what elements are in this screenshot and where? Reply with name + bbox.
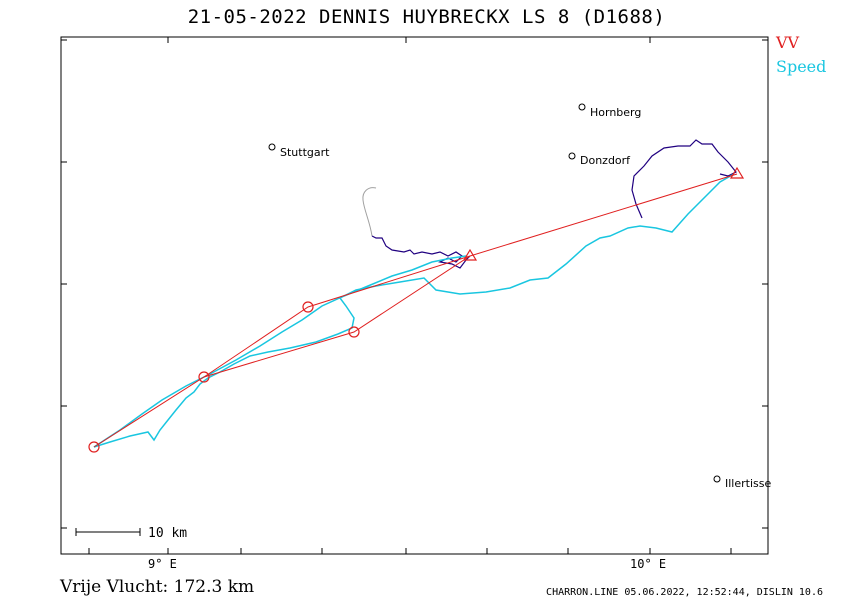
speed-track <box>93 173 735 448</box>
turnpoint-marker-icon <box>88 441 100 453</box>
city-hornberg: Hornberg <box>578 103 641 119</box>
city-label: Stuttgart <box>280 146 330 159</box>
city-label: Illertisse <box>725 477 771 490</box>
gps-track-gray <box>362 187 377 237</box>
y-axis-ticks <box>61 39 768 529</box>
climb-track-east <box>631 139 737 219</box>
turnpoint-marker-icon <box>302 301 314 313</box>
turnpoint-marker-icon <box>348 326 360 338</box>
turnpoints <box>88 166 745 453</box>
city-marker-icon <box>568 152 576 160</box>
city-marker-icon <box>268 143 276 151</box>
legend-vv: VV <box>776 33 800 52</box>
task-route <box>93 173 738 448</box>
city-illertissen: Illertisse <box>713 475 771 490</box>
scale-bar <box>75 528 141 536</box>
city-stuttgart: Stuttgart <box>268 143 330 159</box>
x-tick-label-10e: 10° E <box>630 557 666 571</box>
map-title: 21-05-2022 DENNIS HUYBRECKX LS 8 (D1688) <box>187 6 666 28</box>
footer-info: CHARRON.LINE 05.06.2022, 12:52:44, DISLI… <box>546 587 823 598</box>
city-label: Donzdorf <box>580 154 631 167</box>
legend-speed: Speed <box>776 57 827 76</box>
turnpoint-marker-icon <box>198 371 210 383</box>
finish-triangle-icon <box>729 166 745 179</box>
x-axis-ticks <box>88 37 732 554</box>
start-triangle-icon <box>462 248 478 261</box>
city-marker-icon <box>578 103 586 111</box>
climb-track <box>371 235 471 269</box>
distance-label: Vrije Vlucht: 172.3 km <box>60 577 255 597</box>
city-marker-icon <box>713 475 721 483</box>
city-donzdorf: Donzdorf <box>568 152 631 167</box>
x-tick-label-9e: 9° E <box>148 557 177 571</box>
map-frame <box>60 36 769 555</box>
scale-bar-label: 10 km <box>148 526 187 541</box>
city-label: Hornberg <box>590 106 641 119</box>
speed-track-return <box>93 255 467 448</box>
